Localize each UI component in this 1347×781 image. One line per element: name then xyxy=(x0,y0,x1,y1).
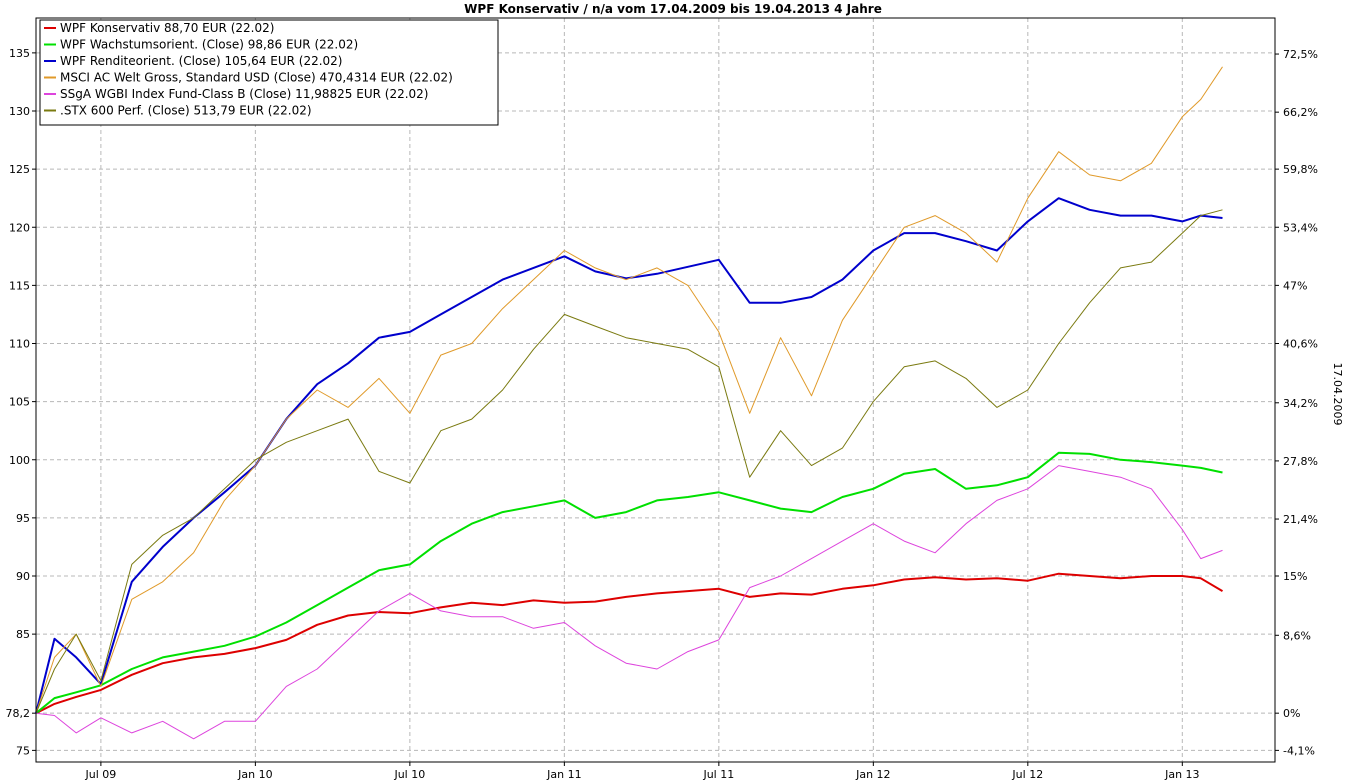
left-tick-label: 78,2 xyxy=(6,707,31,720)
series-line-1 xyxy=(35,572,1224,715)
x-tick-label: Jan 11 xyxy=(546,768,581,781)
right-axis: 72,5% 66,2% 59,8% 53,4% 47% 40,6% 34,2% 27,8% 21… xyxy=(1275,48,1318,757)
left-tick-label: 75 xyxy=(16,744,30,757)
right-tick-label: 27,8% xyxy=(1283,455,1318,468)
left-tick-label: 100 xyxy=(9,454,30,467)
right-tick-label: 40,6% xyxy=(1283,338,1318,351)
series-line-3 xyxy=(35,197,1223,714)
right-tick-label: -4,1% xyxy=(1283,744,1315,757)
left-tick-label: 90 xyxy=(16,570,30,583)
series-line-2 xyxy=(35,451,1223,714)
legend-box xyxy=(39,19,499,126)
legend: WPF Konservativ 88,70 EUR (22.02) WPF Wac… xyxy=(39,19,499,126)
left-axis: 135 130 125 120 115 110 105 100 95 90 85 78,2 75 xyxy=(6,47,36,757)
x-tick-label: Jan 13 xyxy=(1164,768,1199,781)
right-tick-label: 72,5% xyxy=(1283,48,1318,61)
right-tick-label: 15% xyxy=(1283,570,1307,583)
right-axis-label: 17.04.2009 xyxy=(1331,363,1344,426)
legend-entry: WPF Renditeorient. (Close) 105,64 EUR (2… xyxy=(60,54,342,68)
x-axis: Jul 09 Jan 10 Jul 10 Jan 11 Jul 11 Jan 12 Jul … xyxy=(85,762,1200,781)
right-tick-label: 21,4% xyxy=(1283,513,1318,526)
series-line-5 xyxy=(35,465,1223,740)
right-tick-label: 8,6% xyxy=(1283,629,1311,642)
right-tick-label: 59,8% xyxy=(1283,163,1318,176)
series-line-6 xyxy=(35,209,1223,714)
right-tick-label: 34,2% xyxy=(1283,397,1318,410)
series-line-4 xyxy=(35,66,1223,714)
right-tick-label: 53,4% xyxy=(1283,221,1318,234)
x-tick-label: Jan 12 xyxy=(855,768,890,781)
grid xyxy=(36,18,1275,762)
x-tick-label: Jul 10 xyxy=(393,768,425,781)
right-tick-label: 66,2% xyxy=(1283,106,1318,119)
right-tick-label: 0% xyxy=(1283,707,1300,720)
right-tick-label: 47% xyxy=(1283,279,1307,292)
left-tick-label: 105 xyxy=(9,396,30,409)
plot-frame xyxy=(35,17,1276,763)
left-tick-label: 130 xyxy=(9,105,30,118)
legend-entry: WPF Konservativ 88,70 EUR (22.02) xyxy=(60,21,274,35)
legend-entry: MSCI AC Welt Gross, Standard USD (Close)… xyxy=(60,71,453,85)
x-tick-label: Jan 10 xyxy=(237,768,272,781)
left-tick-label: 85 xyxy=(16,628,30,641)
left-tick-label: 135 xyxy=(9,47,30,60)
chart-title: WPF Konservativ / n/a vom 17.04.2009 bis… xyxy=(464,2,882,16)
legend-entry: .STX 600 Perf. (Close) 513,79 EUR (22.02… xyxy=(60,104,312,118)
left-tick-label: 110 xyxy=(9,338,30,351)
legend-entry: SSgA WGBI Index Fund-Class B (Close) 11,… xyxy=(60,87,428,101)
x-tick-label: Jul 11 xyxy=(702,768,734,781)
x-tick-label: Jul 09 xyxy=(85,768,117,781)
left-tick-label: 115 xyxy=(9,279,30,292)
left-tick-label: 120 xyxy=(9,221,30,234)
x-tick-label: Jul 12 xyxy=(1011,768,1043,781)
legend-entry: WPF Wachstumsorient. (Close) 98,86 EUR (… xyxy=(60,38,358,52)
series-layer xyxy=(35,66,1224,740)
left-tick-label: 95 xyxy=(16,512,30,525)
left-tick-label: 125 xyxy=(9,163,30,176)
